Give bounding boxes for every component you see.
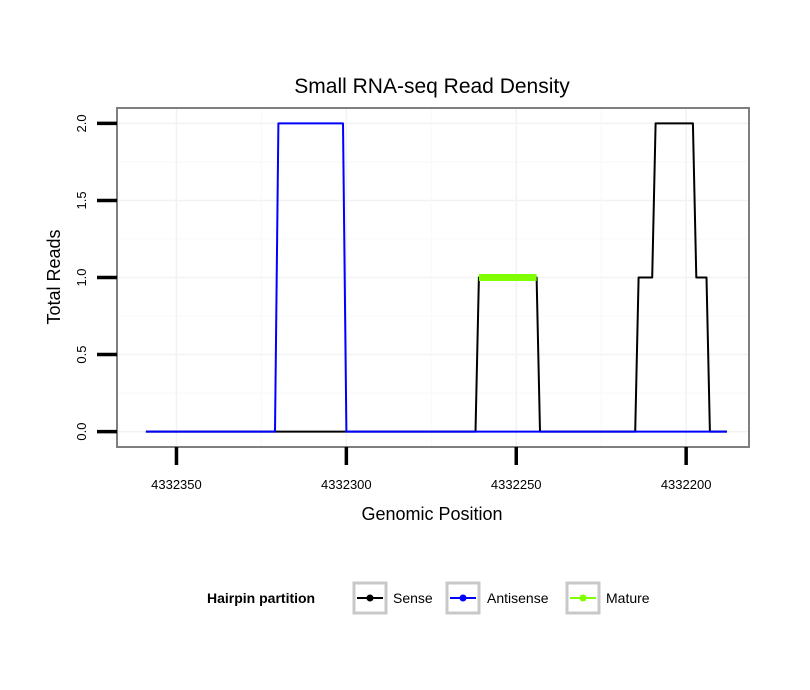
x-tick-label: 4332350: [151, 477, 202, 492]
plot-panel: [116, 107, 750, 448]
y-tick-label: 2.0: [74, 114, 89, 132]
legend-label: Sense: [393, 590, 433, 606]
y-axis: 0.0 0.5 1.0 1.5 2.0: [74, 114, 117, 441]
legend-key-point: [366, 594, 374, 602]
series-layer: [145, 122, 727, 433]
x-tick-label: 4332250: [491, 477, 542, 492]
chart-title: Small RNA-seq Read Density: [294, 75, 570, 98]
legend-key-point: [579, 594, 587, 602]
legend-label: Antisense: [487, 590, 549, 606]
legend-title: Hairpin partition: [207, 590, 315, 606]
x-axis: 4332350 4332300 4332250 4332200: [151, 447, 711, 492]
y-tick-label: 0.0: [74, 423, 89, 441]
grid: [117, 108, 749, 447]
x-tick-label: 4332200: [661, 477, 712, 492]
y-tick-label: 1.0: [74, 268, 89, 286]
legend-key-point: [459, 594, 467, 602]
legend-item-antisense: Antisense: [445, 581, 549, 615]
y-tick-label: 1.5: [74, 191, 89, 209]
legend-label: Mature: [606, 590, 650, 606]
x-tick-label: 4332300: [321, 477, 372, 492]
legend: Hairpin partition Sense Antisense Mature: [207, 581, 650, 615]
x-axis-title: Genomic Position: [361, 504, 502, 524]
y-tick-label: 0.5: [74, 346, 89, 364]
y-axis-title: Total Reads: [44, 229, 64, 324]
series-line-antisense: [145, 122, 727, 433]
legend-item-mature: Mature: [565, 581, 650, 615]
legend-item-sense: Sense: [352, 581, 433, 615]
